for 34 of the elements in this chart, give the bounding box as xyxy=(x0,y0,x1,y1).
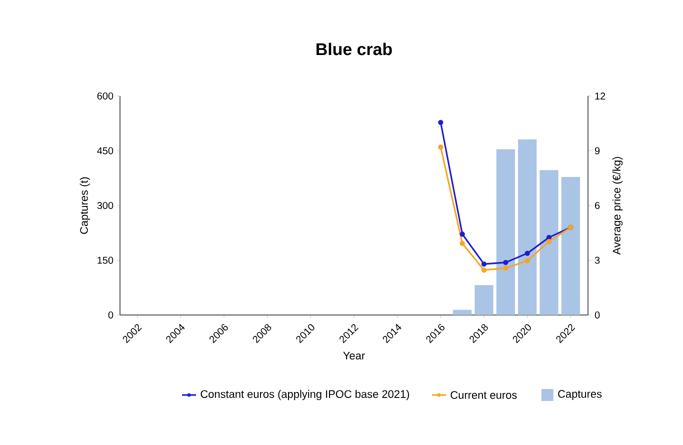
point xyxy=(524,250,530,256)
point xyxy=(438,144,444,150)
bar xyxy=(540,170,558,315)
bar xyxy=(496,149,515,315)
y2-tick-label: 9 xyxy=(594,147,600,154)
bar xyxy=(453,310,472,315)
point xyxy=(524,258,530,264)
point xyxy=(546,238,552,244)
y-tick-label: 300 xyxy=(97,202,114,210)
point xyxy=(481,261,487,267)
y2-tick-label: 3 xyxy=(594,256,600,264)
point xyxy=(460,240,465,246)
bar xyxy=(474,285,494,315)
point xyxy=(503,266,508,271)
y-tick-label: 150 xyxy=(98,256,114,264)
legend-label: Captures xyxy=(558,390,602,400)
y-tick-label: 450 xyxy=(97,147,114,154)
y2-tick-label: 0 xyxy=(594,311,600,319)
point xyxy=(503,260,508,266)
point xyxy=(438,120,444,126)
chart-title: Blue crab xyxy=(316,42,392,56)
bar xyxy=(561,177,580,315)
y2-tick-label: 12 xyxy=(595,92,606,100)
x-axis-title: Year xyxy=(343,352,365,360)
bar xyxy=(518,139,537,315)
point xyxy=(460,232,465,237)
y2-tick-label: 6 xyxy=(595,202,600,210)
y2-axis-title: Average price (€/kg) xyxy=(612,156,623,255)
y-axis-title: Captures (t) xyxy=(80,177,90,234)
legend-label: Current euros xyxy=(450,391,517,399)
legend-label: Constant euros (applying IPOC base 2021) xyxy=(200,390,410,400)
y-tick-label: 600 xyxy=(97,92,114,100)
y-tick-label: 0 xyxy=(108,311,114,319)
point xyxy=(481,268,487,273)
